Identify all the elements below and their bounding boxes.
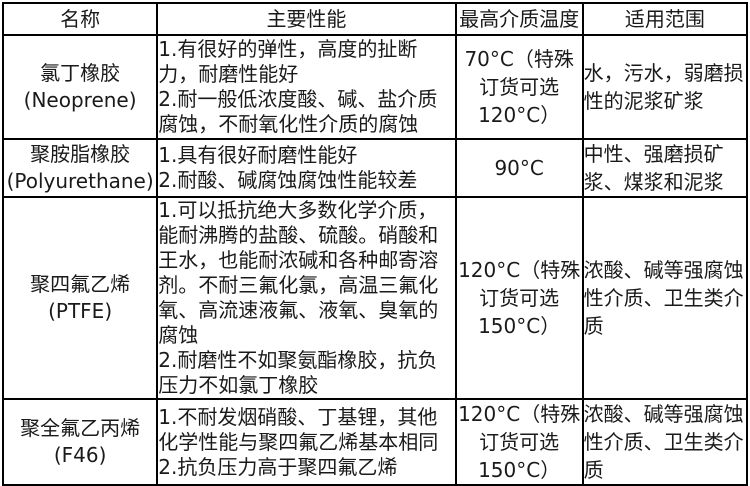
table-row-f46: 聚全氟乙丙烯 (F46) 1.不耐发烟硝酸、丁基锂，其他化学性能与聚四氟乙烯基本… [1, 398, 749, 486]
application-cell: 浓酸、碱等强腐蚀性介质、卫生类介质 [581, 398, 749, 486]
table-row-neoprene: 氯丁橡胶 (Neoprene) 1.有很好的弹性，高度的扯断力，耐磨性能好 2.… [1, 34, 749, 140]
application-cell: 水，污水，弱磨损性的泥浆矿浆 [581, 34, 749, 140]
material-name-en: (F46) [53, 443, 107, 467]
max-temp-cell: 90°C [454, 138, 584, 198]
material-name-zh: 聚胺脂橡胶 [30, 142, 131, 166]
material-name-cell: 聚四氟乙烯 (PTFE) [1, 196, 159, 400]
max-temp-cell: 120°C（特殊订货可选150°C） [454, 196, 584, 400]
performance-item: 1.具有很好耐磨性能好 [158, 143, 358, 167]
table-row-ptfe: 聚四氟乙烯 (PTFE) 1.可以抵抗绝大多数化学介质，能耐沸腾的盐酸、硫酸。硝… [1, 196, 749, 400]
material-name-zh: 聚全氟乙丙烯 [20, 416, 141, 440]
performance-item: 2.耐酸、碱腐蚀腐蚀性能较差 [158, 168, 418, 192]
max-temp-cell: 120°C（特殊订货可选150°C） [454, 398, 584, 486]
material-name-zh: 氯丁橡胶 [40, 61, 121, 85]
performance-cell: 1.不耐发烟硝酸、丁基锂，其他化学性能与聚四氟乙烯基本相同 2.抗负压力高于聚四… [156, 398, 457, 486]
header-cell-performance: 主要性能 [156, 2, 457, 36]
application-cell: 中性、强磨损矿浆、煤浆和泥浆 [581, 138, 749, 198]
material-name-cell: 聚胺脂橡胶 (Polyurethane) [1, 138, 159, 198]
material-name-zh: 聚四氟乙烯 [30, 272, 131, 296]
material-name-cell: 氯丁橡胶 (Neoprene) [1, 34, 159, 140]
material-name-cell: 聚全氟乙丙烯 (F46) [1, 398, 159, 486]
performance-item: 2.耐磨性不如聚氨酯橡胶，抗负压力不如氯丁橡胶 [158, 348, 438, 397]
header-cell-name: 名称 [1, 2, 159, 36]
performance-item: 1.可以抵抗绝大多数化学介质，能耐沸腾的盐酸、硫酸。硝酸和王水，也能耐浓碱和各种… [158, 198, 439, 347]
material-name-en: (Neoprene) [23, 88, 137, 112]
performance-cell: 1.有很好的弹性，高度的扯断力，耐磨性能好 2.耐一般低浓度酸、碱、盐介质腐蚀，… [156, 34, 457, 140]
application-cell: 浓酸、碱等强腐蚀性介质、卫生类介质 [581, 196, 749, 400]
table-row-polyurethane: 聚胺脂橡胶 (Polyurethane) 1.具有很好耐磨性能好 2.耐酸、碱腐… [1, 138, 749, 198]
performance-item: 1.不耐发烟硝酸、丁基锂，其他化学性能与聚四氟乙烯基本相同 [158, 404, 439, 454]
performance-item: 1.有很好的弹性，高度的扯断力，耐磨性能好 [158, 37, 418, 86]
performance-item: 2.抗负压力高于聚四氟乙烯 [158, 454, 398, 479]
material-name-en: (Polyurethane) [6, 169, 154, 193]
header-cell-max-temp: 最高介质温度 [454, 2, 584, 36]
material-name-en: (PTFE) [48, 299, 113, 323]
performance-cell: 1.具有很好耐磨性能好 2.耐酸、碱腐蚀腐蚀性能较差 [156, 138, 457, 198]
header-cell-application: 适用范围 [581, 2, 749, 36]
header-row: 名称 主要性能 最高介质温度 适用范围 [1, 2, 749, 36]
performance-cell: 1.可以抵抗绝大多数化学介质，能耐沸腾的盐酸、硫酸。硝酸和王水，也能耐浓碱和各种… [156, 196, 457, 400]
performance-item: 2.耐一般低浓度酸、碱、盐介质腐蚀，不耐氧化性介质的腐蚀 [158, 87, 438, 136]
max-temp-cell: 70°C（特殊订货可选120°C） [454, 34, 584, 140]
